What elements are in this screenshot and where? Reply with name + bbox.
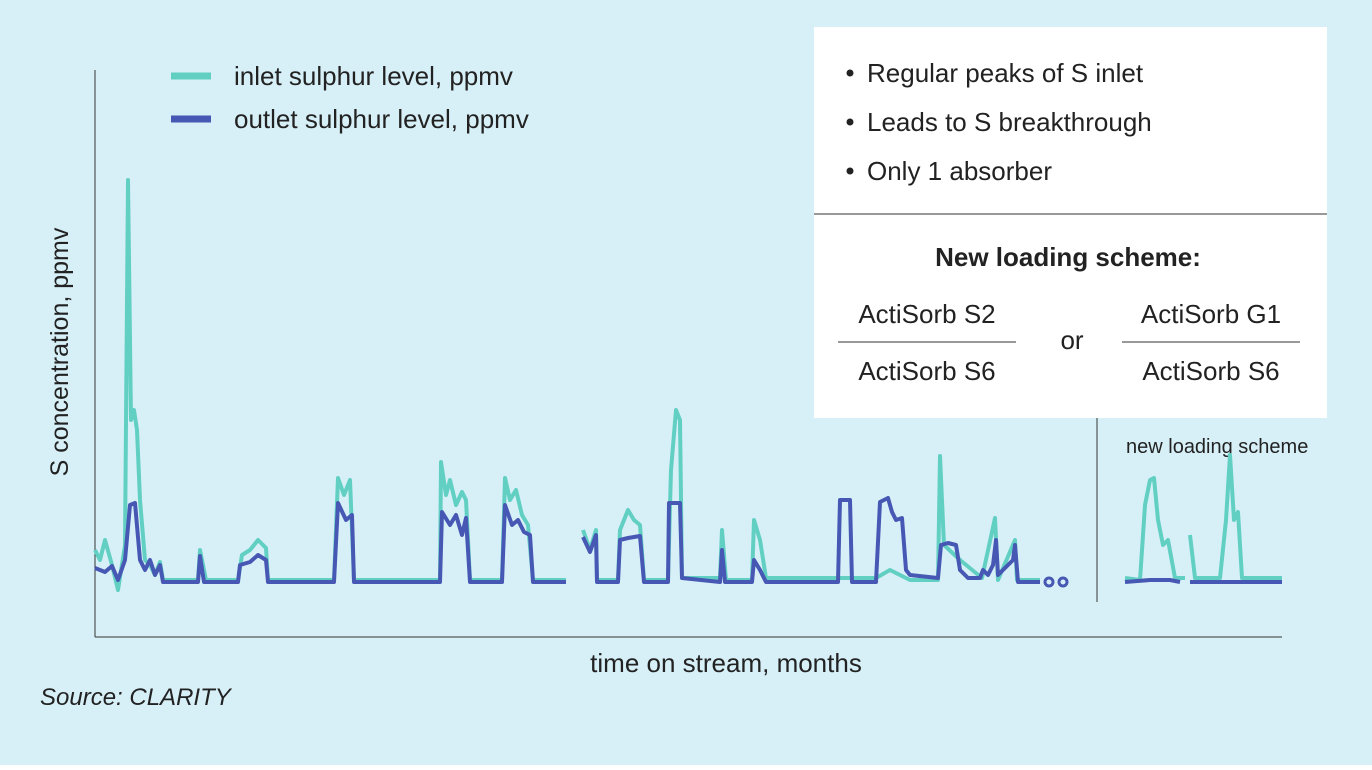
bullet-dot — [846, 167, 854, 175]
bullet-text: Only 1 absorber — [867, 156, 1052, 186]
legend-label: inlet sulphur level, ppmv — [234, 61, 513, 91]
option-bottom: ActiSorb S6 — [858, 356, 995, 386]
x-axis-label: time on stream, months — [590, 648, 862, 678]
bullet-dot — [846, 118, 854, 126]
legend: inlet sulphur level, ppmv outlet sulphur … — [171, 61, 529, 134]
bullets: Regular peaks of S inlet Leads to S break… — [846, 58, 1152, 186]
option-bottom: ActiSorb S6 — [1142, 356, 1279, 386]
plot — [93, 178, 1282, 592]
bullet-text: Leads to S breakthrough — [867, 107, 1152, 137]
options: ActiSorb S2 ActiSorb S6 ActiSorb G1 ActiSor… — [838, 299, 1300, 386]
option-top: ActiSorb S2 — [858, 299, 995, 329]
info-box — [814, 27, 1327, 418]
annotation: new loading scheme — [1126, 436, 1308, 458]
box-heading: New loading scheme: — [935, 242, 1201, 272]
bullet-text: Regular peaks of S inlet — [867, 58, 1144, 88]
or-text: or — [1060, 325, 1083, 355]
series-line — [94, 496, 1282, 584]
end-marker — [1057, 576, 1069, 588]
bullet-dot — [846, 69, 854, 77]
option-top: ActiSorb G1 — [1141, 299, 1281, 329]
legend-label: outlet sulphur level, ppmv — [234, 104, 529, 134]
y-axis-label: S concentration, ppmv — [46, 227, 74, 476]
end-marker — [1043, 576, 1055, 588]
source: Source: CLARITY — [40, 684, 233, 711]
